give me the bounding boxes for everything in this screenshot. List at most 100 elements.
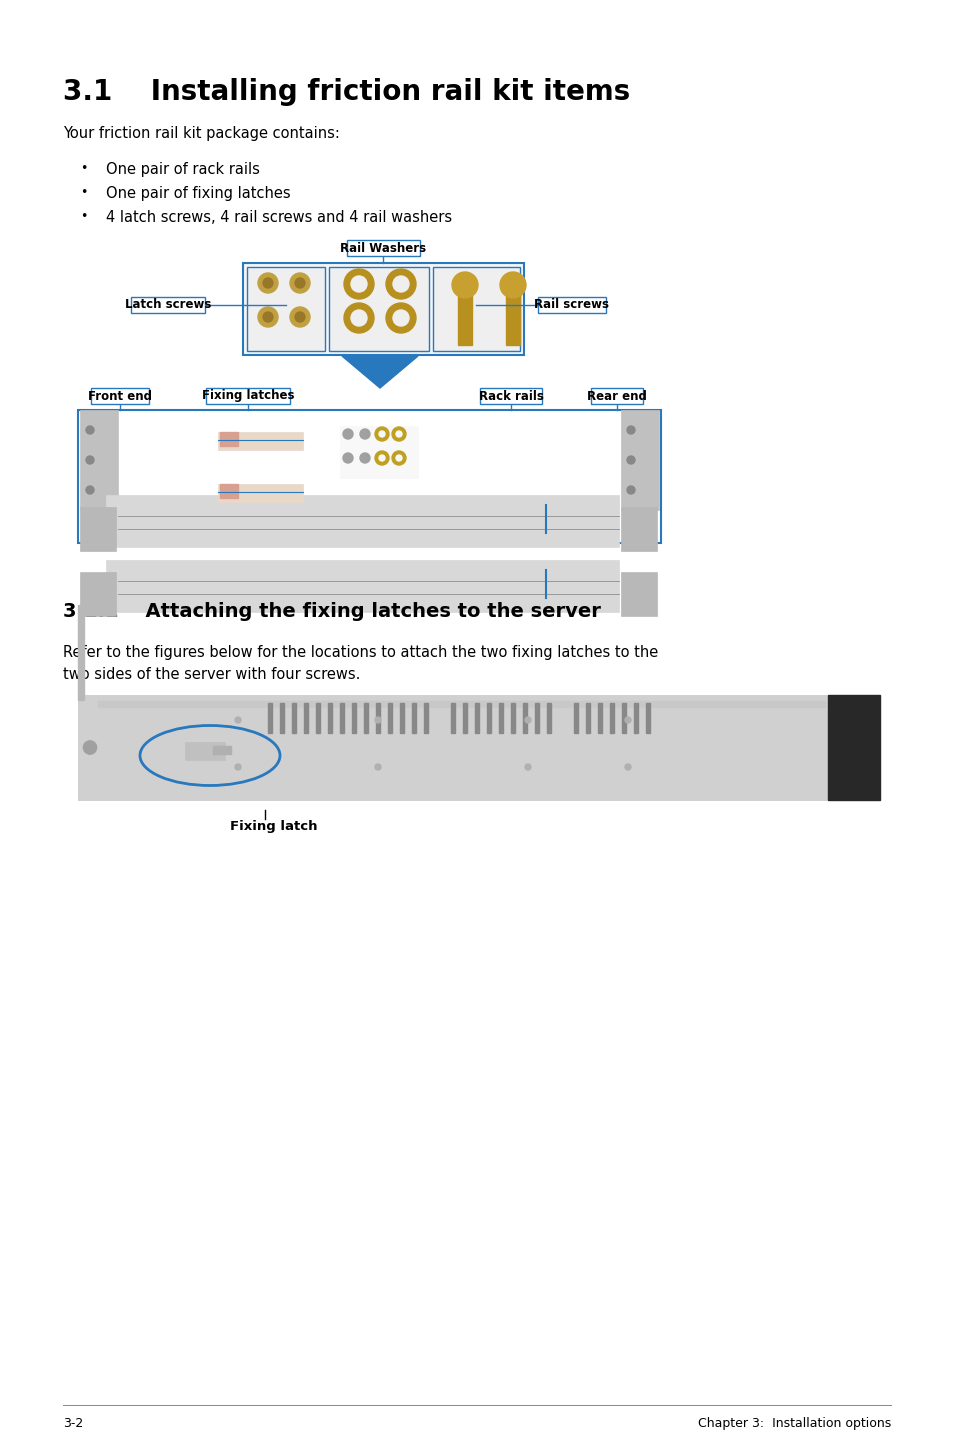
- Bar: [412, 703, 416, 733]
- Bar: [827, 695, 879, 800]
- FancyBboxPatch shape: [206, 388, 290, 404]
- Text: two sides of the server with four screws.: two sides of the server with four screws…: [63, 667, 360, 682]
- Bar: [185, 742, 225, 759]
- Circle shape: [524, 764, 531, 769]
- Bar: [634, 703, 638, 733]
- Bar: [213, 745, 231, 754]
- Circle shape: [234, 764, 241, 769]
- Bar: [498, 703, 502, 733]
- Circle shape: [452, 272, 477, 298]
- Circle shape: [375, 427, 389, 441]
- Bar: [645, 703, 649, 733]
- Bar: [315, 703, 319, 733]
- Circle shape: [351, 276, 367, 292]
- Text: Front end: Front end: [88, 390, 152, 403]
- Text: Chapter 3:  Installation options: Chapter 3: Installation options: [697, 1416, 890, 1429]
- Circle shape: [624, 764, 630, 769]
- Circle shape: [626, 456, 635, 464]
- Circle shape: [375, 764, 380, 769]
- Polygon shape: [341, 357, 417, 388]
- FancyBboxPatch shape: [329, 267, 429, 351]
- Bar: [457, 275, 472, 345]
- Text: Rail Washers: Rail Washers: [340, 242, 426, 255]
- FancyBboxPatch shape: [433, 267, 519, 351]
- Bar: [620, 508, 657, 551]
- Bar: [78, 605, 84, 700]
- Circle shape: [86, 486, 94, 495]
- Bar: [546, 703, 551, 733]
- Circle shape: [257, 306, 277, 326]
- Text: Latch screws: Latch screws: [125, 299, 211, 312]
- Circle shape: [83, 741, 97, 755]
- Bar: [535, 703, 538, 733]
- Circle shape: [375, 452, 389, 464]
- Bar: [339, 426, 417, 477]
- Circle shape: [499, 272, 525, 298]
- Bar: [280, 703, 284, 733]
- Text: 3.1    Installing friction rail kit items: 3.1 Installing friction rail kit items: [63, 78, 630, 106]
- Text: •: •: [80, 186, 88, 198]
- Text: Rail screws: Rail screws: [534, 299, 609, 312]
- Text: Rear end: Rear end: [586, 390, 646, 403]
- Bar: [78, 695, 879, 800]
- Bar: [598, 703, 601, 733]
- Bar: [451, 703, 455, 733]
- Circle shape: [378, 431, 385, 437]
- FancyBboxPatch shape: [247, 267, 325, 351]
- Text: Fixing latch: Fixing latch: [230, 820, 317, 833]
- Bar: [620, 410, 659, 510]
- Bar: [268, 703, 272, 733]
- Circle shape: [294, 312, 305, 322]
- Circle shape: [524, 718, 531, 723]
- Circle shape: [86, 426, 94, 434]
- Text: One pair of fixing latches: One pair of fixing latches: [106, 186, 291, 201]
- Circle shape: [393, 276, 409, 292]
- Bar: [352, 703, 355, 733]
- Circle shape: [386, 303, 416, 334]
- Bar: [399, 703, 403, 733]
- Circle shape: [343, 453, 353, 463]
- Circle shape: [86, 456, 94, 464]
- FancyBboxPatch shape: [590, 388, 642, 404]
- Circle shape: [392, 452, 406, 464]
- Circle shape: [294, 278, 305, 288]
- Bar: [505, 275, 519, 345]
- Circle shape: [375, 718, 380, 723]
- Bar: [218, 485, 303, 502]
- FancyBboxPatch shape: [91, 388, 149, 404]
- FancyBboxPatch shape: [537, 298, 605, 313]
- Text: 3.1.1    Attaching the fixing latches to the server: 3.1.1 Attaching the fixing latches to th…: [63, 603, 600, 621]
- Text: One pair of rack rails: One pair of rack rails: [106, 162, 259, 177]
- Circle shape: [257, 273, 277, 293]
- Bar: [80, 508, 116, 551]
- Circle shape: [343, 429, 353, 439]
- Bar: [218, 431, 303, 450]
- Bar: [98, 700, 824, 707]
- Circle shape: [393, 311, 409, 326]
- Circle shape: [290, 306, 310, 326]
- Circle shape: [290, 273, 310, 293]
- FancyBboxPatch shape: [243, 263, 523, 355]
- Circle shape: [344, 303, 374, 334]
- Bar: [328, 703, 332, 733]
- Circle shape: [359, 429, 370, 439]
- Circle shape: [263, 278, 273, 288]
- FancyBboxPatch shape: [78, 410, 660, 544]
- Bar: [106, 495, 618, 546]
- Text: 3-2: 3-2: [63, 1416, 83, 1429]
- Circle shape: [234, 718, 241, 723]
- Bar: [423, 703, 428, 733]
- Bar: [574, 703, 578, 733]
- Bar: [620, 572, 657, 615]
- FancyBboxPatch shape: [132, 298, 204, 313]
- Bar: [220, 485, 237, 498]
- Circle shape: [359, 453, 370, 463]
- Bar: [462, 703, 467, 733]
- Circle shape: [395, 454, 401, 462]
- Bar: [522, 703, 526, 733]
- Bar: [292, 703, 295, 733]
- Bar: [511, 703, 515, 733]
- Bar: [609, 703, 614, 733]
- Circle shape: [378, 454, 385, 462]
- Circle shape: [626, 426, 635, 434]
